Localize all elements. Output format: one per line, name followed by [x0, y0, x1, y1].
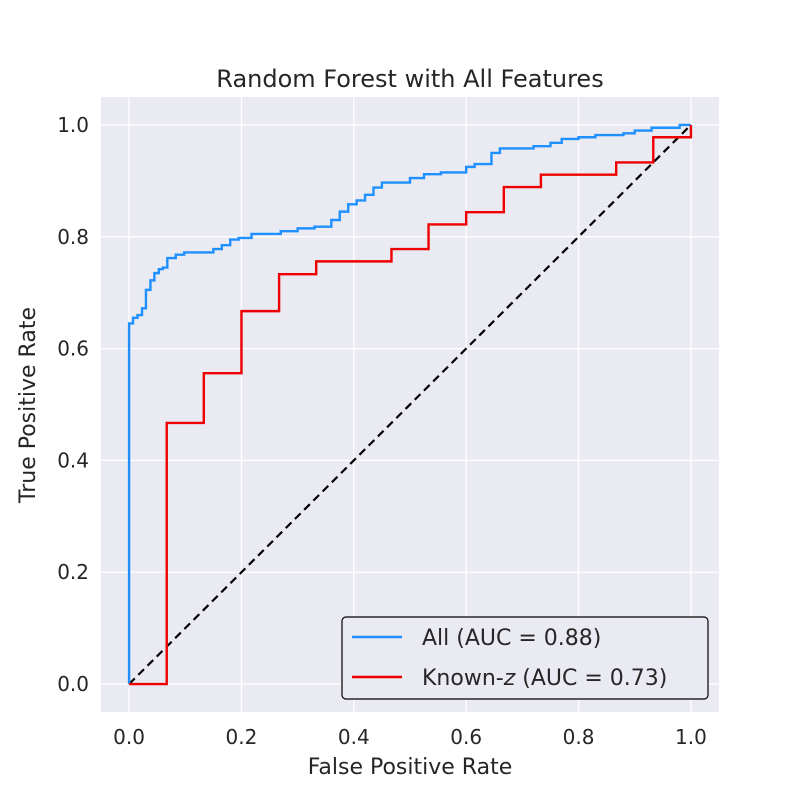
y-tick-label: 0.4 [57, 448, 89, 472]
series-layer [127, 123, 693, 686]
legend: All (AUC = 0.88) Known-z (AUC = 0.73) [341, 616, 709, 700]
grid [101, 97, 719, 712]
chance-reference-line [128, 124, 692, 685]
x-tick-label: 1.0 [675, 725, 707, 749]
x-tick-label: 0.6 [450, 725, 482, 749]
legend-item-all: All (AUC = 0.88) [352, 626, 601, 651]
legend-box [341, 616, 709, 700]
x-tick-label: 0.4 [338, 725, 370, 749]
y-tick-label: 1.0 [57, 113, 89, 137]
legend-label: Known-z (AUC = 0.73) [422, 666, 667, 691]
tick-labels: 0.0 0.2 0.4 0.6 0.8 1.0 0.0 0.2 0.4 0.6 0.8 1.0 [57, 113, 707, 749]
legend-label: All (AUC = 0.88) [422, 626, 601, 651]
y-tick-label: 0.8 [57, 225, 89, 249]
reference-line-layer [128, 124, 692, 685]
legend-item-known-z: Known-z (AUC = 0.73) [352, 666, 667, 691]
y-tick-label: 0.6 [57, 337, 89, 361]
y-tick-label: 0.2 [57, 560, 89, 584]
chart-title: Random Forest with All Features [216, 65, 603, 93]
x-tick-label: 0.8 [563, 725, 595, 749]
roc-curve-known-z [129, 124, 693, 686]
roc-curve-all [127, 123, 691, 685]
x-tick-label: 0.0 [113, 725, 145, 749]
y-axis-label: True Positive Rate [16, 307, 41, 504]
x-axis-label: False Positive Rate [308, 755, 512, 780]
y-tick-label: 0.0 [57, 672, 89, 696]
x-tick-label: 0.2 [226, 725, 258, 749]
